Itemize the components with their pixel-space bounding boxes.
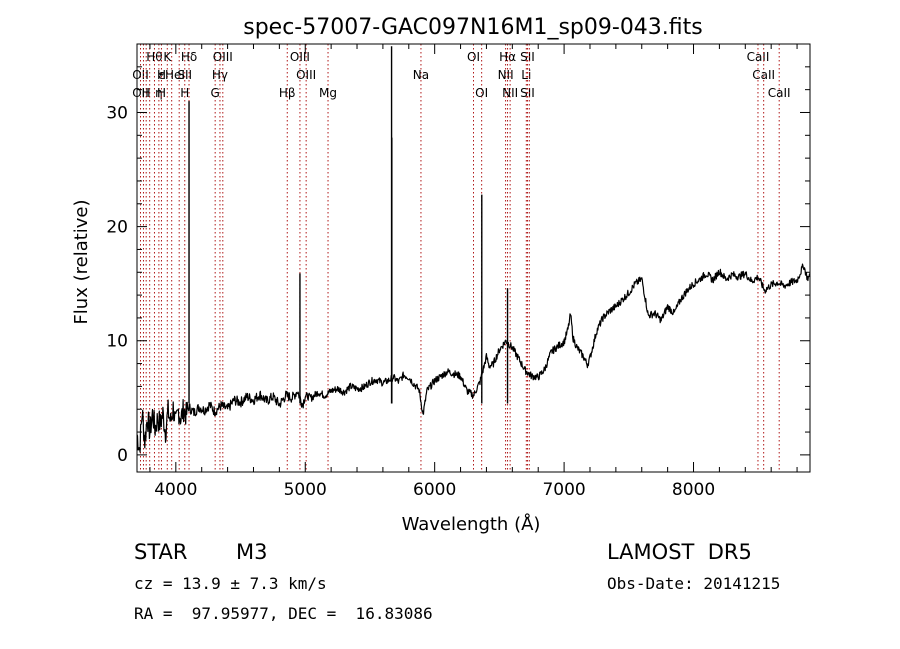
marker-label-23-0: Hα: [499, 50, 516, 64]
coordinates: RA = 97.95977, DEC = 16.83086: [134, 604, 433, 623]
x-tick-label-4: 8000: [672, 480, 715, 500]
marker-label-30-2: CaII: [768, 86, 791, 100]
chart-title: spec-57007-GAC097N16M1_sp09-043.fits: [243, 15, 703, 40]
marker-label-10-2: H: [180, 86, 189, 100]
redshift-cz: cz = 13.9 ± 7.3 km/s: [134, 574, 327, 593]
x-axis-label: Wavelength (Å): [402, 513, 541, 535]
y-tick-label-2: 20: [106, 218, 128, 238]
marker-label-8-1: εHeI: [158, 68, 184, 82]
y-tick-label-1: 10: [106, 332, 128, 352]
marker-label-11-0: Hδ: [181, 50, 197, 64]
obs-date: Obs-Date: 20141215: [607, 574, 781, 593]
x-tick-label-2: 6000: [413, 480, 456, 500]
marker-label-13-1: Hγ: [212, 68, 228, 82]
marker-label-0-2: OII: [132, 86, 149, 100]
object-type: STAR: [134, 540, 188, 564]
marker-label-18-2: Mg: [319, 86, 337, 100]
y-tick-label-3: 30: [106, 103, 128, 123]
x-tick-label-1: 5000: [284, 480, 327, 500]
marker-label-28-0: CaII: [747, 50, 770, 64]
spectrum-line: [136, 263, 811, 453]
marker-label-7-0: K: [163, 50, 172, 64]
emission-spikes: [188, 46, 509, 404]
marker-label-12-2: G: [211, 86, 220, 100]
marker-label-6-1: H: [157, 68, 166, 82]
marker-label-20-0: OI: [467, 50, 480, 64]
marker-label-22-1: NII: [498, 68, 514, 82]
x-tick-label-3: 7000: [542, 480, 585, 500]
line-markers: OIIOIIHHθηHHKεHeISIIHHδGHγOIIIHβOIIIOIII…: [132, 44, 791, 472]
y-tick-label-0: 0: [117, 446, 128, 466]
marker-label-29-1: CaII: [752, 68, 775, 82]
marker-label-5-2: η: [155, 86, 163, 100]
y-axis-label: Flux (relative): [71, 199, 92, 324]
x-tick-label-0: 4000: [154, 480, 197, 500]
marker-label-24-2: NII: [502, 86, 518, 100]
marker-label-25-1: Li: [521, 68, 531, 82]
marker-label-0-1: OII: [132, 68, 149, 82]
object-subclass: M3: [236, 540, 268, 564]
marker-label-2-2: H: [142, 86, 151, 100]
plot-frame: [136, 43, 811, 473]
marker-label-26-2: SII: [520, 86, 535, 100]
marker-label-21-2: OI: [475, 86, 488, 100]
marker-label-14-0: OIII: [213, 50, 233, 64]
marker-label-26-0: SII: [520, 50, 535, 64]
marker-label-6-2: H: [157, 86, 166, 100]
marker-label-19-1: Na: [413, 68, 429, 82]
marker-label-4-0: Hθ: [146, 50, 162, 64]
survey-name: LAMOST DR5: [607, 540, 752, 564]
marker-label-17-1: OIII: [296, 68, 316, 82]
axis-ticks: 4000 5000 6000 7000 8000 0 10 20 30: [106, 43, 810, 500]
marker-label-10-1: SII: [177, 68, 192, 82]
marker-label-16-0: OIII: [290, 50, 310, 64]
marker-label-15-2: Hβ: [279, 86, 296, 100]
